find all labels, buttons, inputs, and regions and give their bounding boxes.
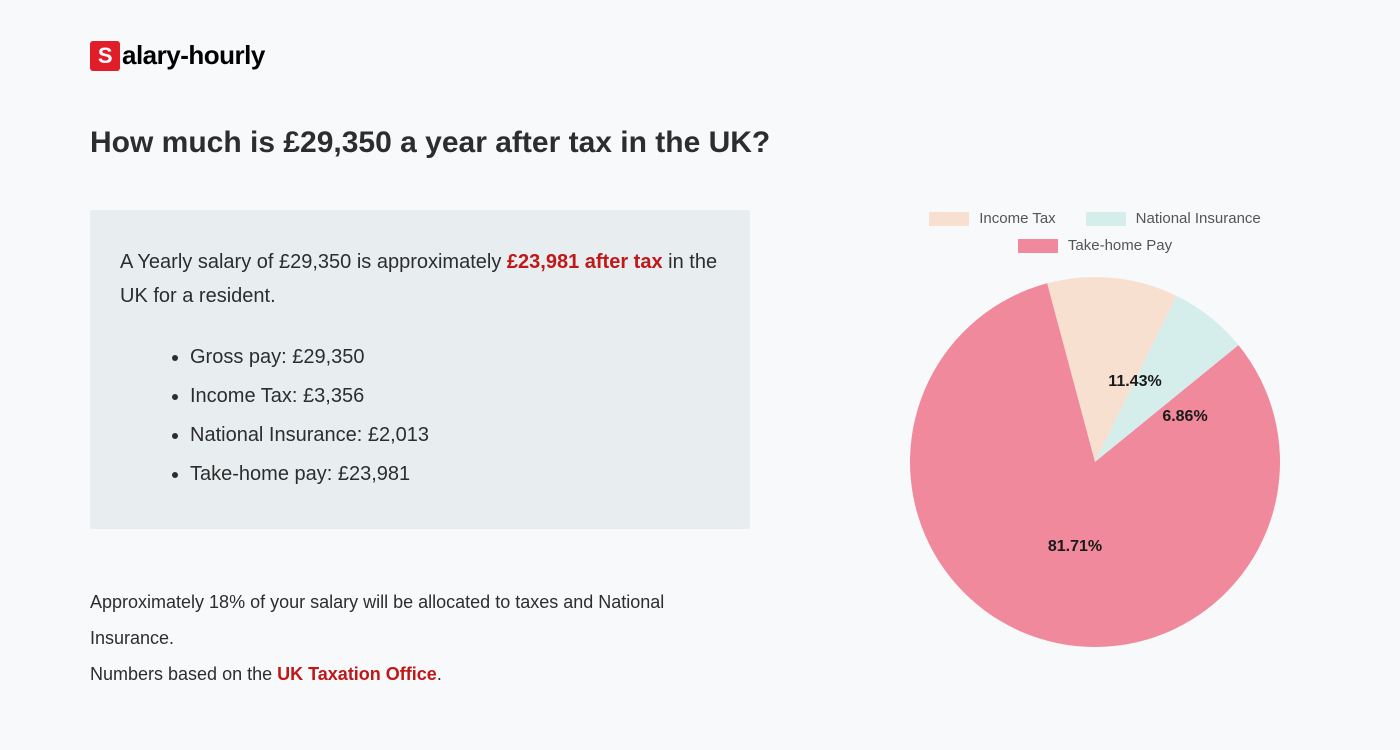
pie-slice-label: 11.43% (1108, 373, 1161, 391)
page-title: How much is £29,350 a year after tax in … (90, 126, 1310, 160)
legend-label: Take-home Pay (1068, 237, 1172, 254)
legend-label: National Insurance (1136, 210, 1261, 227)
site-logo: S alary-hourly (90, 40, 1310, 71)
list-item: Income Tax: £3,356 (190, 377, 720, 416)
list-item: Gross pay: £29,350 (190, 338, 720, 377)
logo-text: alary-hourly (122, 40, 265, 71)
footnote-line2-post: . (437, 664, 442, 684)
summary-highlight: £23,981 after tax (507, 251, 663, 273)
legend-swatch (929, 212, 969, 226)
chart-column: Income Tax National Insurance Take-home … (880, 210, 1310, 652)
content-row: A Yearly salary of £29,350 is approximat… (90, 210, 1310, 692)
pie-slice-label: 81.71% (1048, 538, 1102, 556)
list-item: Take-home pay: £23,981 (190, 455, 720, 494)
legend-item-income-tax: Income Tax (929, 210, 1055, 227)
pie-slice-label: 6.86% (1162, 408, 1207, 426)
summary-pre: A Yearly salary of £29,350 is approximat… (120, 251, 507, 273)
footnote-line2-pre: Numbers based on the (90, 664, 277, 684)
summary-text: A Yearly salary of £29,350 is approximat… (120, 245, 720, 313)
pie-legend: Income Tax National Insurance Take-home … (880, 210, 1310, 254)
left-column: A Yearly salary of £29,350 is approximat… (90, 210, 750, 692)
logo-s-badge: S (90, 41, 120, 71)
footnote-line1: Approximately 18% of your salary will be… (90, 592, 664, 648)
legend-item-national-insurance: National Insurance (1086, 210, 1261, 227)
breakdown-list: Gross pay: £29,350 Income Tax: £3,356 Na… (120, 338, 720, 494)
list-item: National Insurance: £2,013 (190, 416, 720, 455)
pie-chart: 11.43%6.86% 81.71% (905, 272, 1285, 652)
footnote: Approximately 18% of your salary will be… (90, 584, 750, 692)
legend-label: Income Tax (979, 210, 1055, 227)
legend-swatch (1086, 212, 1126, 226)
legend-item-take-home: Take-home Pay (1018, 237, 1172, 254)
summary-box: A Yearly salary of £29,350 is approximat… (90, 210, 750, 529)
legend-swatch (1018, 239, 1058, 253)
taxation-office-link[interactable]: UK Taxation Office (277, 664, 437, 684)
